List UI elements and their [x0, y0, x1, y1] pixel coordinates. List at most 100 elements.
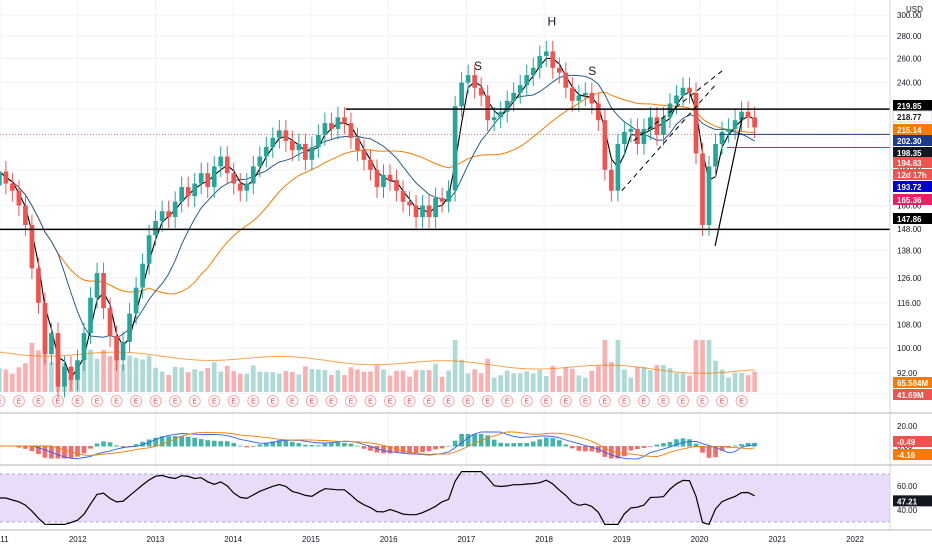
- candle-body: [322, 123, 328, 135]
- earnings-marker: [149, 395, 162, 407]
- candle-body: [700, 153, 705, 226]
- macd-histogram-bar: [517, 443, 523, 447]
- candle-body: [667, 103, 673, 118]
- macd-histogram-bar: [511, 443, 517, 447]
- candle-body: [537, 56, 543, 68]
- macd-badge-label: -4.16: [897, 451, 916, 460]
- earnings-marker: [716, 395, 729, 407]
- macd-histogram-bar: [198, 439, 204, 447]
- wedge-upper: [633, 69, 724, 142]
- candle-body: [465, 75, 471, 83]
- macd-histogram-bar: [55, 446, 61, 459]
- candle-body: [133, 287, 139, 314]
- y-tick-label: 126.00: [897, 274, 922, 283]
- macd-histogram-bar: [361, 446, 367, 449]
- volume-bar: [0, 368, 2, 392]
- macd-histogram-bar: [504, 443, 510, 447]
- candle-body: [732, 120, 738, 129]
- macd-histogram-bar: [667, 441, 673, 447]
- candle-body: [582, 92, 588, 96]
- volume-bar: [745, 375, 751, 392]
- volume-bar: [674, 373, 679, 392]
- candle-body: [94, 273, 100, 298]
- macd-histogram-bar: [687, 439, 692, 447]
- price-badge: [893, 147, 932, 158]
- macd-histogram-bar: [303, 444, 308, 447]
- x-tick-label: 2021: [768, 535, 786, 544]
- earnings-marker-label: E: [0, 399, 2, 406]
- macd-histogram-bar: [491, 439, 497, 447]
- volume-bar: [133, 357, 139, 392]
- price-badge-label: 147.86: [897, 215, 922, 224]
- volume-bar: [120, 364, 126, 392]
- candle-body: [687, 87, 692, 93]
- macd-badge-label: -0.49: [897, 438, 916, 447]
- candle-body: [127, 313, 132, 342]
- earnings-marker-label: E: [310, 399, 315, 406]
- earnings-marker: [188, 395, 201, 407]
- macd-histogram-bar: [101, 441, 106, 447]
- candle-body: [648, 117, 653, 129]
- price-badge: [893, 213, 932, 224]
- macd-histogram-bar: [36, 446, 41, 455]
- volume-bar: [29, 342, 35, 392]
- candle-body: [511, 92, 517, 101]
- earnings-marker-label: E: [56, 399, 61, 406]
- volume-bar: [504, 370, 510, 392]
- candle-body: [257, 156, 263, 167]
- macd-histogram-bar: [485, 435, 491, 447]
- volume-bar: [563, 367, 569, 392]
- volume-bar: [211, 362, 217, 392]
- volume-bar: [680, 373, 686, 392]
- macd-histogram-bar: [426, 446, 432, 452]
- candle-body: [407, 201, 412, 206]
- macd-histogram-bar: [700, 446, 705, 453]
- x-tick-label: 2022: [846, 535, 864, 544]
- volume-bar: [309, 369, 315, 392]
- candle-body: [400, 190, 406, 202]
- volume-bar: [491, 377, 497, 392]
- volume-bar: [316, 369, 321, 392]
- earnings-marker: [423, 395, 436, 407]
- price-badge: [893, 135, 932, 146]
- candle-body: [478, 87, 484, 96]
- volume-badge-label: 41.69M: [897, 391, 924, 400]
- price-badge-label: 12d 17h: [897, 171, 927, 180]
- macd-histogram-bar: [563, 444, 569, 447]
- candle-body: [342, 117, 347, 124]
- candle-body: [628, 128, 634, 132]
- candle-body: [498, 111, 504, 118]
- y-tick-label: 108.00: [897, 321, 922, 330]
- x-tick-label: 2017: [457, 535, 475, 544]
- macd-histogram-bar: [29, 446, 35, 452]
- x-tick-label: 2019: [613, 535, 631, 544]
- candle-body: [680, 87, 686, 96]
- macd-histogram-bar: [439, 446, 445, 449]
- volume-bar: [576, 375, 582, 392]
- earnings-marker-label: E: [563, 399, 568, 406]
- macd-histogram-bar: [524, 442, 530, 447]
- volume-bar: [485, 358, 491, 392]
- earnings-marker-label: E: [75, 399, 80, 406]
- candle-body: [120, 341, 126, 361]
- volume-bar: [550, 365, 556, 392]
- candle-body: [68, 366, 74, 380]
- price-badge-label: 215.14: [897, 126, 922, 135]
- volume-bar: [661, 364, 666, 392]
- price-badge: [893, 181, 932, 192]
- earnings-marker-label: E: [388, 399, 393, 406]
- recovery-trendline: [714, 117, 743, 247]
- volume-bar: [107, 356, 113, 392]
- candle-body: [615, 143, 621, 191]
- macd-histogram-bar: [446, 445, 451, 447]
- x-tick-label: 2015: [302, 535, 320, 544]
- volume-bar: [101, 349, 106, 392]
- candle-body: [62, 366, 67, 387]
- volume-bar: [335, 370, 341, 392]
- volume-bar: [635, 367, 640, 392]
- volume-bar: [706, 340, 712, 392]
- volume-bar: [602, 340, 608, 392]
- candle-body: [530, 67, 536, 76]
- candle-body: [296, 143, 302, 151]
